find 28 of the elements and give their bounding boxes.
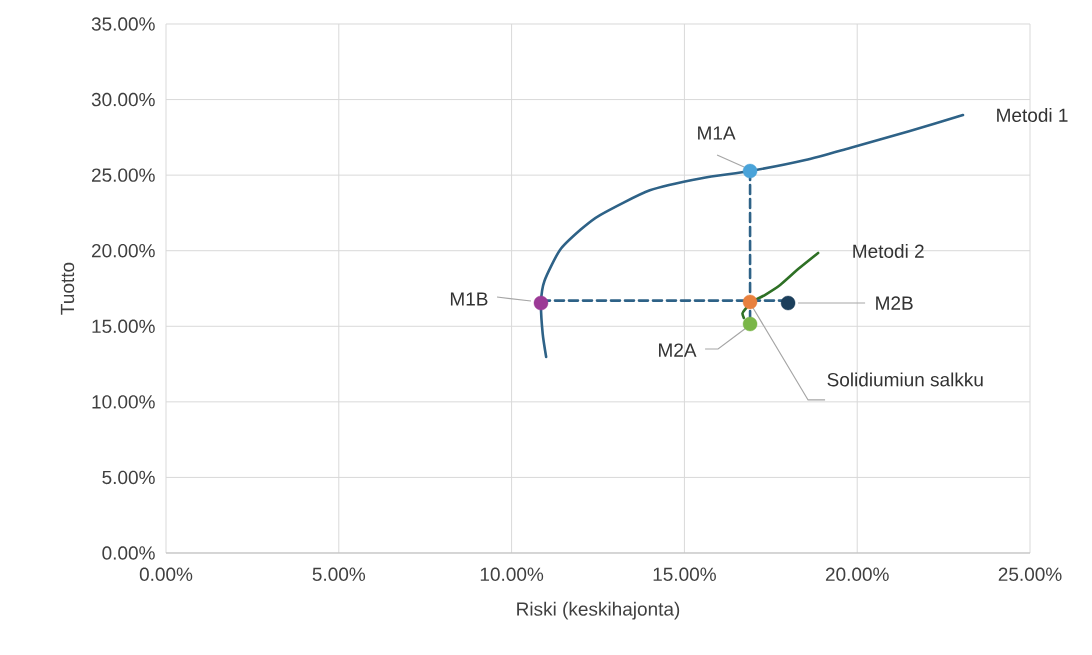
- point: [780, 295, 796, 311]
- y-tick-label: 0.00%: [102, 546, 155, 560]
- series-label: M1A: [698, 126, 736, 140]
- text: Solidiumiun salkku: [827, 372, 983, 387]
- x-tick-label: 10.00%: [480, 567, 544, 581]
- x-axis-title: Riski (keskihajonta): [517, 601, 680, 620]
- point: [742, 294, 758, 310]
- point: [742, 316, 758, 332]
- y-tick-label: 35.00%: [91, 17, 155, 31]
- y-tick-label: 25.00%: [91, 168, 155, 182]
- y-tick-label: 30.00%: [91, 92, 155, 107]
- y-tick-label: 20.00%: [91, 243, 155, 258]
- y-tick-label: 5.00%: [102, 470, 155, 485]
- x-tick-label: 0.00%: [139, 567, 193, 581]
- y-tick-label: 15.00%: [92, 319, 155, 334]
- y-axis-title: Tuotto: [60, 262, 75, 315]
- text: M1B: [450, 292, 488, 306]
- text: M2A: [659, 343, 697, 357]
- x-tick-label: 25.00%: [998, 567, 1062, 581]
- series-label: Metodi 2: [853, 244, 924, 258]
- x-tick-label: 20.00%: [825, 567, 889, 581]
- text: M2B: [876, 296, 913, 310]
- x-tick-label: 5.00%: [312, 567, 366, 581]
- x-tick-label: 15.00%: [653, 567, 716, 581]
- point: [742, 163, 758, 179]
- y-tick-label: 10.00%: [92, 395, 155, 409]
- series-label: Metodi 1: [997, 108, 1068, 122]
- point: [533, 295, 549, 311]
